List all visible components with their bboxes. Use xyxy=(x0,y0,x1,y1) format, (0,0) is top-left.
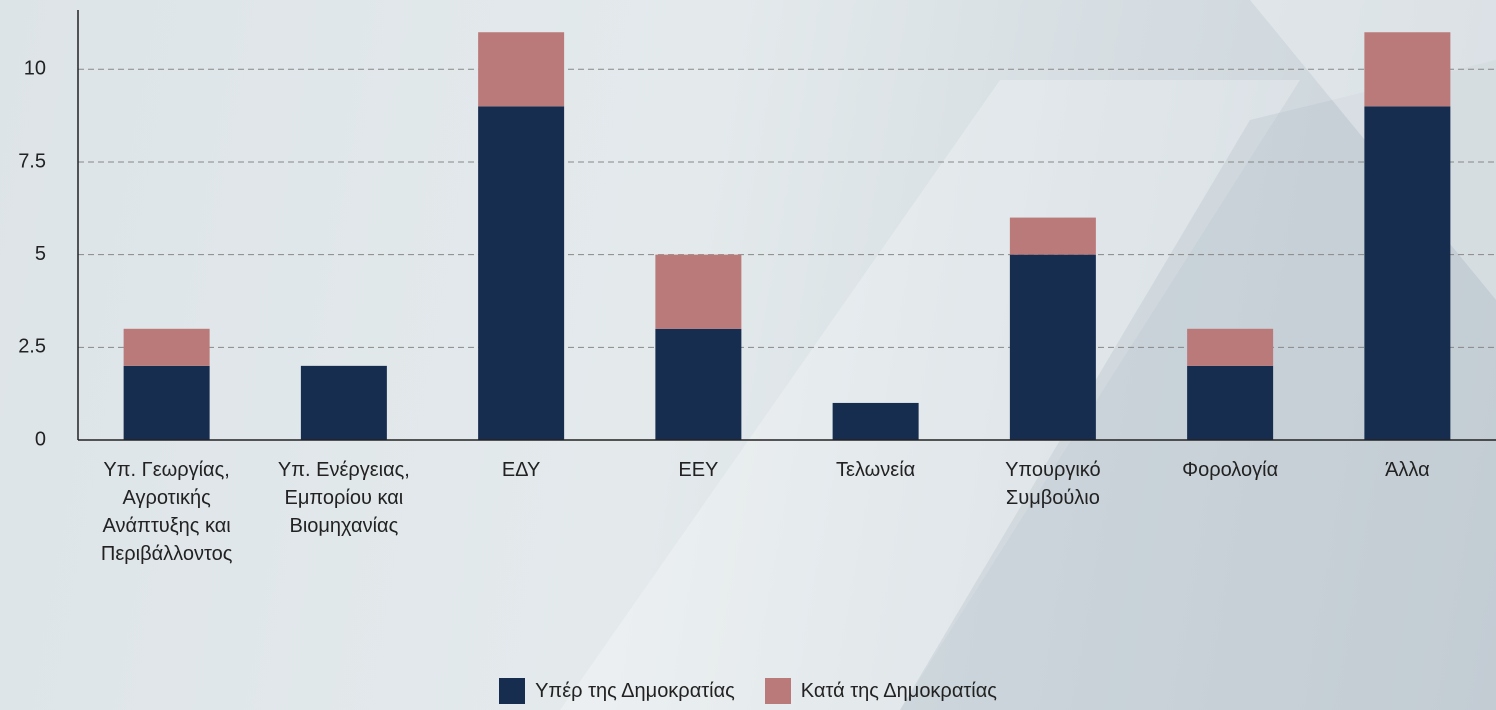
x-tick-label: Υπ. Γεωργίας, Αγροτικής Ανάπτυξης και Πε… xyxy=(100,459,233,565)
bar-segment xyxy=(1364,106,1451,441)
bar-segment xyxy=(123,328,210,366)
bar-segment xyxy=(478,32,565,107)
bar-segment xyxy=(1187,328,1274,366)
legend-item: Υπέρ της Δημοκρατίας xyxy=(499,678,735,704)
legend-label: Κατά της Δημοκρατίας xyxy=(800,679,997,702)
bar-segment xyxy=(655,254,742,329)
bar-segment xyxy=(832,402,919,440)
bar-segment xyxy=(655,328,742,440)
bar-segment xyxy=(1187,365,1274,440)
legend-swatch xyxy=(764,678,791,704)
x-tick-label: Τελωνεία xyxy=(836,459,916,481)
x-tick-label: ΕΔΥ xyxy=(501,459,541,481)
bar-segment xyxy=(1364,32,1451,107)
bar-segment xyxy=(1009,217,1096,255)
legend-label: Υπέρ της Δημοκρατίας xyxy=(535,679,735,702)
bar-segment xyxy=(300,365,387,440)
background-shape xyxy=(560,80,1300,710)
x-tick-label: ΕΕΥ xyxy=(678,459,719,481)
x-tick-label: Άλλα xyxy=(1385,459,1430,481)
legend-swatch xyxy=(499,678,526,704)
y-tick-label: 7.5 xyxy=(18,150,46,172)
x-tick-label: Υπ. Ενέργειας, Εμπορίου και Βιομηχανίας xyxy=(277,459,410,537)
y-tick-label: 10 xyxy=(24,58,46,80)
legend-item: Κατά της Δημοκρατίας xyxy=(764,678,997,704)
y-tick-label: 2.5 xyxy=(18,336,46,358)
bar-segment xyxy=(123,365,210,440)
y-tick-label: 0 xyxy=(35,428,46,450)
y-tick-label: 5 xyxy=(35,243,46,265)
bar-segment xyxy=(478,106,565,441)
x-tick-label: Φορολογία xyxy=(1182,459,1279,481)
legend: Υπέρ της Δημοκρατίας Κατά της Δημοκρατίας xyxy=(0,678,1496,704)
bar-segment xyxy=(1009,254,1096,440)
x-tick-label: Υπουργικό Συμβούλιο xyxy=(1005,459,1101,509)
